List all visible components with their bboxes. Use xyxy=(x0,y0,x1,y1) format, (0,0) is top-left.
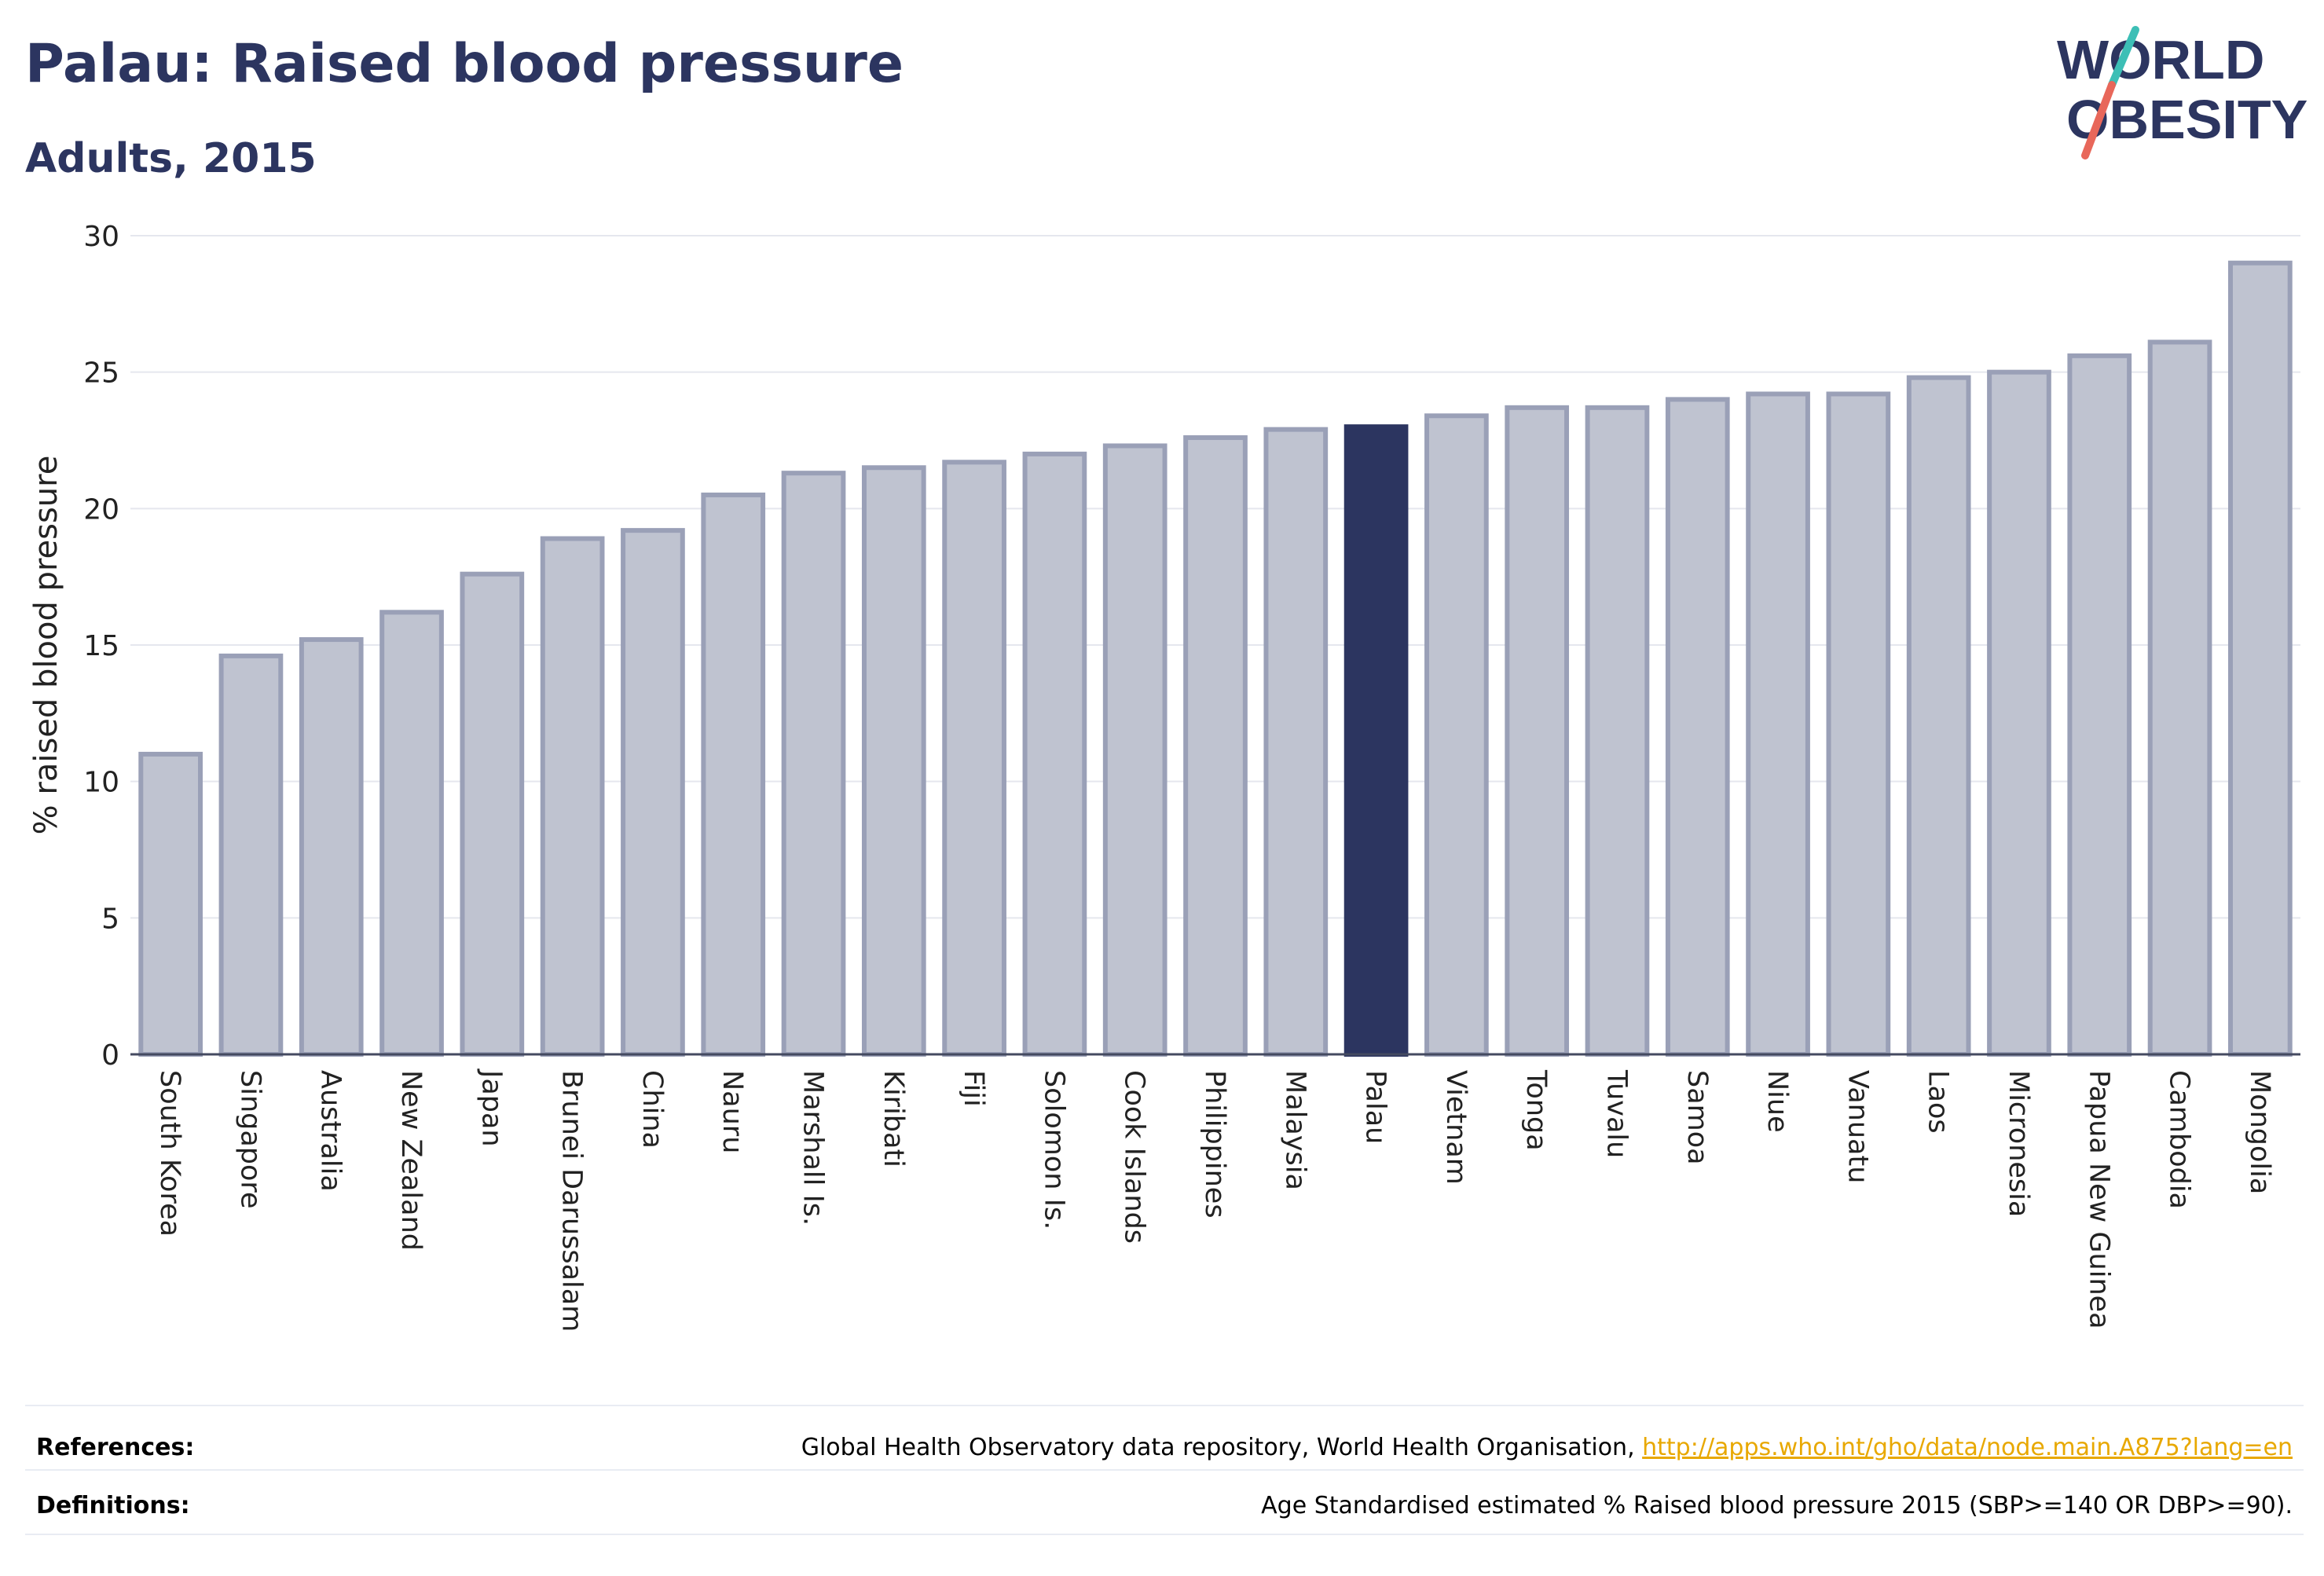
definitions-text: Age Standardised estimated % Raised bloo… xyxy=(1261,1491,2293,1519)
x-tick-label: Tonga xyxy=(1520,1069,1552,1151)
x-tick-label: New Zealand xyxy=(395,1070,427,1251)
x-tick-label: Micronesia xyxy=(2003,1070,2034,1217)
x-tick-label: Palau xyxy=(1360,1070,1391,1144)
x-tick-label: Marshall Is. xyxy=(797,1070,829,1226)
bar xyxy=(1183,435,1248,1057)
bar xyxy=(1826,391,1891,1057)
bar xyxy=(942,460,1006,1057)
bar xyxy=(781,471,846,1057)
logo-slash-teal xyxy=(2108,26,2139,89)
x-tick-label: Nauru xyxy=(717,1070,748,1153)
x-tick-label: Japan xyxy=(475,1068,507,1147)
bar xyxy=(861,465,926,1057)
x-tick-label: China xyxy=(636,1070,668,1149)
x-tick-label: Vietnam xyxy=(1440,1070,1472,1185)
x-tick-label: Samoa xyxy=(1681,1070,1713,1165)
y-tick-label: 30 xyxy=(83,221,119,253)
x-tick-label: Fiji xyxy=(958,1070,989,1107)
y-tick-label: 10 xyxy=(83,767,119,799)
x-axis-ticks: South Korea Singapore Australia New Zealand… xyxy=(154,1068,2275,1332)
bar xyxy=(299,637,364,1057)
bar xyxy=(2228,260,2293,1057)
bar xyxy=(1665,397,1730,1057)
bar xyxy=(1585,405,1650,1057)
x-tick-label: Cambodia xyxy=(2164,1070,2195,1209)
x-tick-label: Mongolia xyxy=(2244,1070,2275,1194)
footer-divider-top xyxy=(25,1405,2304,1406)
chart-subtitle: Adults, 2015 xyxy=(25,135,317,182)
chart-title: Palau: Raised blood pressure xyxy=(25,33,904,95)
bar xyxy=(540,536,605,1057)
bar xyxy=(2147,339,2212,1057)
x-tick-label: Kiribati xyxy=(878,1070,909,1167)
references-text: Global Health Observatory data repositor… xyxy=(801,1433,1643,1461)
references-link[interactable]: http://apps.who.int/gho/data/node.main.A… xyxy=(1642,1433,2293,1461)
bar xyxy=(621,528,685,1057)
x-tick-label: Niue xyxy=(1761,1070,1793,1133)
bar xyxy=(379,610,444,1057)
x-tick-label: Malaysia xyxy=(1279,1070,1310,1190)
y-tick-label: 15 xyxy=(83,630,119,662)
footer-divider-bottom xyxy=(25,1534,2304,1535)
y-tick-label: 5 xyxy=(101,903,119,935)
bar xyxy=(1263,427,1329,1057)
bar xyxy=(701,492,766,1057)
logo-slash-coral xyxy=(2081,81,2116,159)
y-axis-label: % raised blood pressure xyxy=(28,456,64,835)
definitions-label: Definitions: xyxy=(36,1491,190,1519)
x-tick-label: Tuvalu xyxy=(1600,1069,1632,1158)
bar xyxy=(460,571,525,1057)
x-tick-label: South Korea xyxy=(154,1070,185,1237)
footer-divider-middle xyxy=(25,1469,2304,1471)
y-tick-label: 20 xyxy=(83,493,119,526)
y-tick-label: 25 xyxy=(83,357,119,390)
bar-highlight xyxy=(1343,424,1409,1057)
logo-line-1: WORLD xyxy=(2057,29,2264,90)
bar xyxy=(1987,369,2051,1057)
bar xyxy=(138,751,203,1057)
x-tick-label: Solomon Is. xyxy=(1038,1070,1069,1230)
y-axis-ticks: 0 5 10 15 20 25 30 xyxy=(83,221,119,1072)
world-obesity-logo: WORLD OBESITY xyxy=(2057,26,2308,159)
x-tick-label: Australia xyxy=(315,1070,346,1192)
references-row: References: Global Health Observatory da… xyxy=(25,1424,2304,1471)
x-tick-label: Vanuatu xyxy=(1842,1070,1873,1183)
references-label: References: xyxy=(36,1433,195,1461)
y-tick-label: 0 xyxy=(101,1039,119,1072)
bar-chart: 0 5 10 15 20 25 30 South Korea Singapore Austral… xyxy=(28,221,2300,1332)
x-tick-label: Brunei Darussalam xyxy=(556,1070,588,1332)
bar xyxy=(1746,391,1810,1057)
bar xyxy=(1505,405,1570,1057)
x-tick-label: Papua New Guinea xyxy=(2083,1070,2114,1329)
references-value: Global Health Observatory data repositor… xyxy=(801,1434,2304,1461)
x-tick-label: Cook Islands xyxy=(1119,1070,1150,1244)
bar xyxy=(1102,443,1167,1057)
bars xyxy=(138,260,2293,1057)
x-tick-label: Singapore xyxy=(234,1070,266,1209)
bar xyxy=(1022,451,1087,1057)
x-tick-label: Philippines xyxy=(1199,1070,1230,1219)
bar xyxy=(1906,375,1971,1057)
x-tick-label: Laos xyxy=(1923,1070,1954,1134)
definitions-row: Definitions: Age Standardised estimated … xyxy=(25,1482,2304,1529)
bar xyxy=(218,653,284,1057)
bar xyxy=(1424,413,1489,1057)
bar xyxy=(2067,353,2132,1057)
